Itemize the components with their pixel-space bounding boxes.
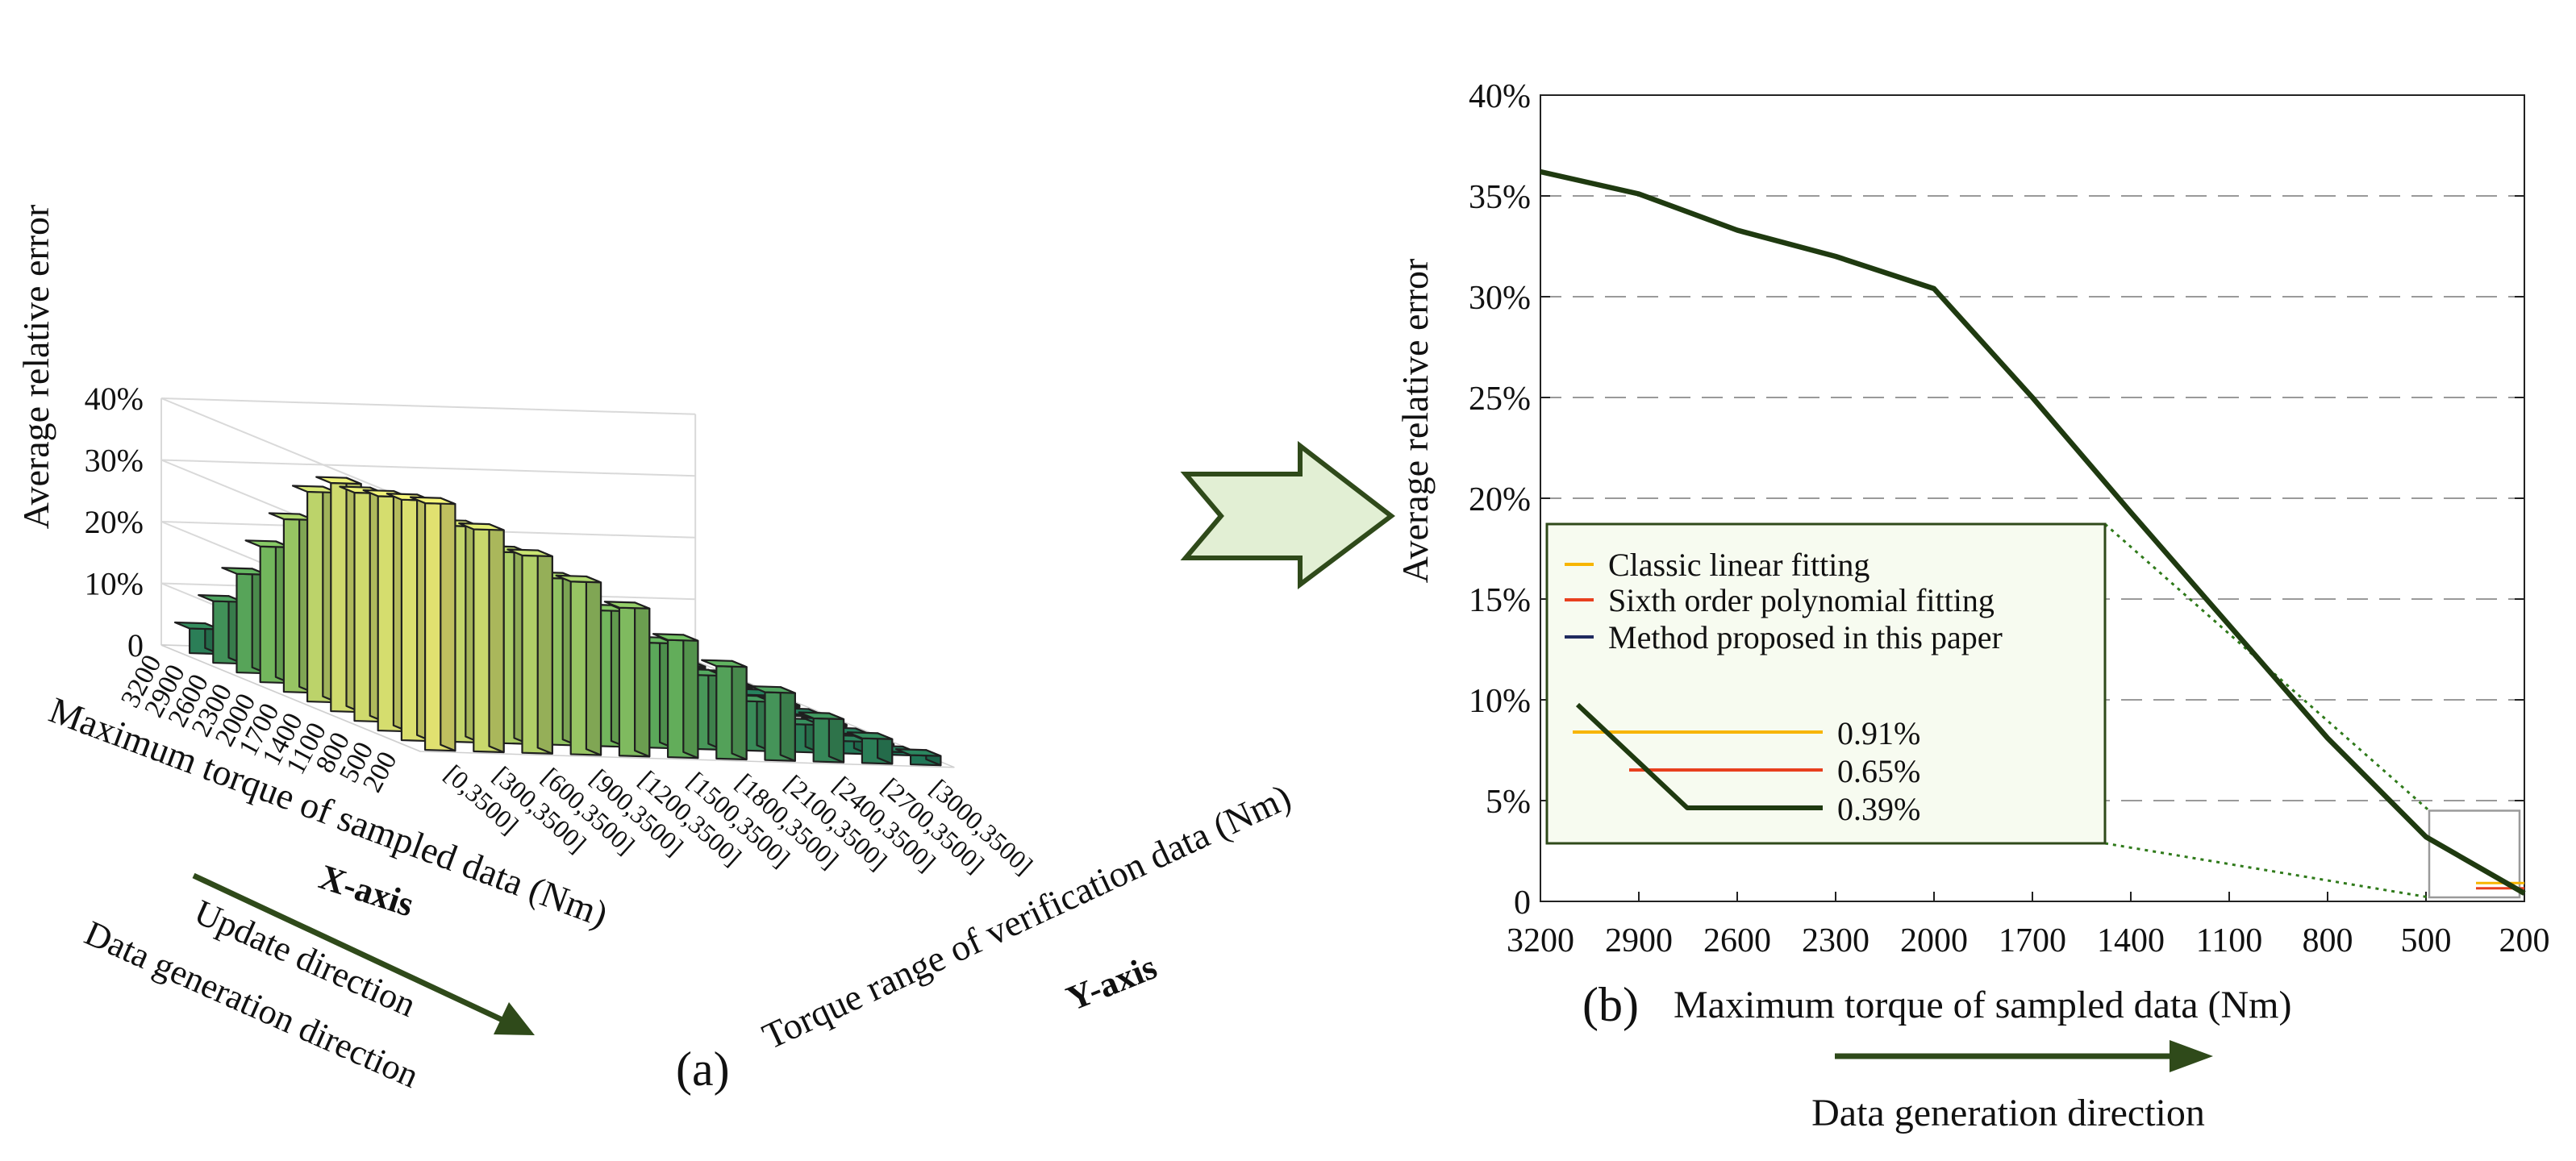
x-tick-label: 2600 xyxy=(1703,922,1771,959)
x-axis-label-b: Maximum torque of sampled data (Nm) xyxy=(1674,984,2291,1026)
z-tick-label: 20% xyxy=(85,504,144,540)
bar-top-face xyxy=(798,711,845,721)
y-axis-tag: Y-axis xyxy=(1061,947,1162,1018)
bar-top-face xyxy=(603,601,651,610)
tail-reference-lines xyxy=(2476,881,2524,890)
panel-arrow-a-to-b xyxy=(1180,440,1395,590)
x-tick-label: 1700 xyxy=(1999,922,2066,959)
grid-lines xyxy=(1540,94,2525,902)
bar-3d xyxy=(749,685,796,762)
z-grid-back xyxy=(160,459,696,477)
legend-label-linear: Classic linear fitting xyxy=(1608,547,1869,583)
x-tick-label: 2000 xyxy=(1900,922,1968,959)
y-tick-label: 35% xyxy=(1469,179,1531,216)
z-tick-label: 10% xyxy=(85,566,144,602)
bar-3d xyxy=(701,659,748,761)
plot-area xyxy=(1540,94,2525,902)
bar-top-face xyxy=(291,485,339,494)
inset-label-proposed: 0.39% xyxy=(1837,791,1920,827)
y-tick-label: 15% xyxy=(1469,582,1531,619)
y-tick-label: 5% xyxy=(1486,784,1531,821)
panel-a-label: (a) xyxy=(676,1042,730,1096)
bar-top-face xyxy=(506,548,553,558)
bar-3d xyxy=(652,633,699,759)
x-tick-label: 3200 xyxy=(1507,922,1574,959)
bar-top-face xyxy=(894,748,942,757)
zoom-connector-lower xyxy=(2104,842,2430,899)
data-generation-arrow xyxy=(1835,1040,2213,1072)
bar-top-face xyxy=(701,659,748,668)
inset-label-linear: 0.91% xyxy=(1837,715,1920,751)
zoom-box xyxy=(2428,809,2521,899)
zoom-connector-upper xyxy=(2104,522,2430,812)
bar-3d xyxy=(603,601,651,758)
series-line-proposed-method xyxy=(1540,169,2526,896)
x-direction-arrow xyxy=(192,872,535,1035)
bar-top-face xyxy=(409,496,456,506)
x-tick-label: 1100 xyxy=(2196,922,2262,959)
y-tick-labels: 0 5% 10% 15% 20% 25% 30% 35% 40% xyxy=(1469,78,1531,922)
chart-3d-panel-a: 0 10% 20% 30% 40% 32002900260023002000170014… xyxy=(15,205,1395,1096)
bar-top-face xyxy=(198,594,244,603)
bar-side-face xyxy=(585,575,602,756)
inset-zoom-plot: 0.91%0.65%0.39% xyxy=(1573,702,1920,827)
bar-top-face xyxy=(221,567,268,576)
bar-3d xyxy=(798,711,845,764)
bar-side-face xyxy=(779,686,796,762)
bar-top-face xyxy=(268,512,315,522)
bar-top-face xyxy=(846,731,894,740)
panel-b-label: (b) xyxy=(1582,978,1639,1031)
z-tick-label: 40% xyxy=(85,381,144,417)
z-tick-label: 30% xyxy=(85,443,144,479)
bar-3d xyxy=(846,731,894,765)
y-tick-label: 25% xyxy=(1469,381,1531,418)
bar-3d xyxy=(555,574,602,756)
y-tick-label: 0 xyxy=(1514,884,1531,922)
y-tick-labels: [0,3500][300,3500][600,3500][900,3500][1… xyxy=(440,759,1039,880)
legend-label-proposed: Method proposed in this paper xyxy=(1608,619,2003,655)
z-axis-label: Average relative error xyxy=(15,205,56,530)
bar-side-face xyxy=(827,712,845,764)
bar-side-face xyxy=(536,549,553,755)
bar-side-face xyxy=(731,660,748,761)
bar-top-face xyxy=(458,522,505,531)
x-tick-label: 800 xyxy=(2303,922,2353,959)
z-tick-label: 0 xyxy=(127,627,144,664)
bar-3d xyxy=(409,496,456,752)
bar-top-face xyxy=(652,633,699,642)
x-tick-label: 1400 xyxy=(2097,922,2165,959)
y-tick-label: 20% xyxy=(1469,481,1531,518)
x-tick-label: 500 xyxy=(2401,922,2452,959)
y-tick-label: 10% xyxy=(1469,683,1531,720)
bar-side-face xyxy=(634,601,651,758)
bar-side-face xyxy=(488,523,505,754)
bar-3d xyxy=(506,548,553,755)
x-tick-label: 200 xyxy=(2499,922,2550,959)
y-tick-label: 30% xyxy=(1469,280,1531,317)
legend-label-polynomial: Sixth order polynomial fitting xyxy=(1608,582,1995,618)
bar-side-face xyxy=(440,497,456,752)
bar-side-face xyxy=(682,634,699,759)
z-tick-labels: 0 10% 20% 30% 40% xyxy=(85,381,144,664)
x-tick-label: 2900 xyxy=(1605,922,1673,959)
inset-line-proposed xyxy=(1575,702,1823,810)
bar-3d xyxy=(458,522,505,754)
bar-top-face xyxy=(315,476,362,485)
inset-label-polynomial: 0.65% xyxy=(1837,753,1920,789)
bar-top-face xyxy=(555,574,602,584)
z-grid-back xyxy=(160,397,696,415)
bar-top-face xyxy=(749,685,796,694)
x-tick-labels: 3200 2900 2600 2300 2000 1700 1400 1100 800 500 20… xyxy=(1507,922,2550,959)
bar-top-face xyxy=(244,539,292,548)
x-axis-tag: X-axis xyxy=(315,857,419,925)
bar-top-face xyxy=(173,621,221,630)
y-tick-label: 40% xyxy=(1469,78,1531,115)
bar-3d xyxy=(894,748,942,767)
legend-box: Classic linear fitting Sixth order polyn… xyxy=(1545,522,2107,845)
data-generation-direction-label: Data generation direction xyxy=(1811,1092,2205,1134)
z-grid-left xyxy=(160,397,421,506)
x-tick-labels: 3200290026002300200017001400110080050020… xyxy=(115,650,403,797)
bars-group xyxy=(173,476,942,767)
x-tick-label: 2300 xyxy=(1802,922,1869,959)
